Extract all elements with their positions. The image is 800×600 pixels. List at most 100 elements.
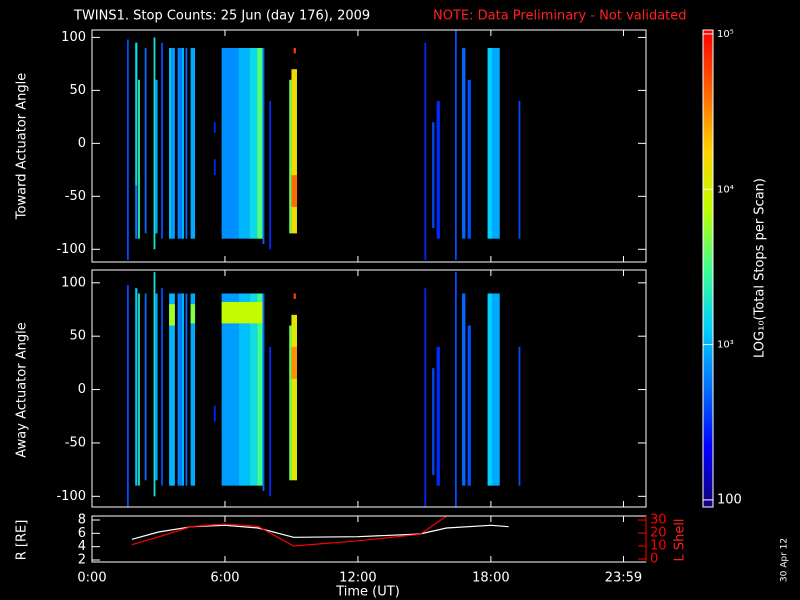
- heatmap-cell: [127, 39, 129, 260]
- heatmap-cell: [293, 48, 296, 54]
- heatmap-cell: [135, 42, 138, 186]
- heatmap-cell: [432, 368, 435, 475]
- heatmap-cell: [221, 293, 239, 486]
- heatmap-cell: [454, 30, 457, 260]
- heatmap-cell: [190, 48, 196, 239]
- y-axis-label: Toward Actuator Angle: [15, 73, 30, 220]
- chart-title: TWINS1. Stop Counts: 25 Jun (day 176), 2…: [73, 9, 370, 24]
- date-stamp: 30 Apr 12: [780, 538, 790, 582]
- heatmap-cell: [257, 293, 263, 486]
- heatmap-cell: [185, 48, 188, 239]
- heatmap-cell: [257, 48, 263, 239]
- colorbar-tick-label: 10³: [717, 340, 734, 351]
- y-tick-label: 100: [61, 30, 86, 45]
- heatmap-cell: [138, 293, 140, 486]
- heatmap-cell: [424, 288, 427, 507]
- heatmap-cell: [436, 346, 440, 486]
- heatmap-cell: [487, 48, 492, 239]
- heatmap-cell: [153, 37, 156, 250]
- colorbar-tick-label: 10⁵: [717, 29, 734, 40]
- heatmap-cell: [185, 293, 188, 486]
- plot-layer: [127, 272, 521, 507]
- heatmap-cell: [221, 48, 239, 239]
- heatmap-cell: [181, 293, 184, 486]
- plot-area: [92, 30, 646, 262]
- y-tick-label: -50: [65, 189, 86, 204]
- heatmap-cell: [291, 175, 297, 207]
- x-tick-label: 0:00: [77, 571, 106, 586]
- heatmap-cell: [518, 100, 521, 239]
- heatmap-cell: [221, 302, 263, 324]
- heatmap-cell: [262, 48, 265, 244]
- heatmap-cell: [238, 48, 250, 239]
- y-tick-label: 6: [78, 526, 86, 541]
- heatmap-cell: [487, 293, 492, 486]
- y-tick-label: 50: [69, 83, 86, 98]
- heatmap-cell: [161, 288, 163, 486]
- x-tick-label: 12:00: [339, 571, 376, 586]
- heatmap-cell: [169, 48, 172, 239]
- heatmap-cell: [155, 79, 158, 234]
- heatmap-cell: [249, 48, 258, 239]
- heatmap-cell: [518, 346, 521, 486]
- x-tick-label: 18:00: [472, 571, 509, 586]
- y2-tick-label: 0: [650, 552, 658, 567]
- colorbar-tick-label: 100: [717, 492, 742, 507]
- heatmap-cell: [467, 325, 471, 486]
- heatmap-cell: [432, 122, 435, 229]
- heatmap-cell: [289, 325, 292, 481]
- heatmap-cell: [467, 79, 471, 239]
- heatmap-cell: [161, 42, 163, 239]
- y-tick-label: -50: [65, 435, 86, 450]
- y-tick-label: -100: [56, 489, 86, 504]
- heatmap-cell: [436, 100, 440, 239]
- colorbar-label: LOG₁₀(Total Stops per Scan): [753, 178, 768, 358]
- y-tick-label: 100: [61, 275, 86, 290]
- y-tick-label: -100: [56, 242, 86, 257]
- heatmap-cell: [127, 284, 129, 507]
- y2-tick-label: 30: [650, 513, 667, 528]
- y-tick-label: 4: [78, 539, 86, 554]
- plot-layer: [131, 516, 509, 547]
- y-axis-label: R [RE]: [15, 520, 30, 561]
- line-series: [131, 516, 447, 547]
- colorbar-tick-label: 10⁴: [717, 184, 734, 195]
- y-tick-label: 2: [78, 553, 86, 568]
- heatmap-cell: [291, 69, 297, 234]
- y2-axis-label: L Shell: [673, 518, 688, 561]
- x-tick-label: 6:00: [210, 571, 239, 586]
- y-tick-label: 50: [69, 329, 86, 344]
- heatmap-cell: [177, 48, 182, 239]
- y-axis-label: Away Actuator Angle: [15, 322, 30, 457]
- plot-frame: [91, 29, 647, 263]
- heatmap-cell: [135, 185, 138, 239]
- heatmap-cell: [462, 48, 466, 239]
- note: NOTE: Data Preliminary - Not validated: [433, 9, 687, 24]
- y-tick-label: 8: [78, 513, 86, 528]
- heatmap-cell: [269, 100, 272, 250]
- heatmap-cell: [424, 42, 427, 260]
- plot-frame: [91, 269, 647, 508]
- heatmap-cell: [169, 304, 175, 326]
- heatmap-cell: [169, 293, 175, 486]
- heatmap-cell: [144, 293, 147, 481]
- heatmap-cell: [138, 79, 140, 239]
- heatmap-cell: [135, 288, 138, 486]
- heatmap-cell: [213, 405, 216, 422]
- heatmap-cell: [177, 293, 182, 486]
- x-tick-label: 23:59: [605, 571, 642, 586]
- heatmap-cell: [289, 79, 292, 234]
- y2-tick-label: 10: [650, 539, 667, 554]
- heatmap-cell: [153, 272, 156, 497]
- heatmap-cell: [454, 272, 457, 507]
- heatmap-cell: [155, 293, 158, 481]
- heatmap-cell: [291, 314, 297, 481]
- plot-layer: [127, 30, 521, 260]
- heatmap-cell: [269, 346, 272, 497]
- y-tick-label: 0: [78, 382, 86, 397]
- heatmap-cell: [462, 293, 466, 486]
- heatmap-cell: [181, 48, 184, 239]
- heatmap-cell: [249, 293, 258, 486]
- heatmap-cell: [190, 293, 196, 486]
